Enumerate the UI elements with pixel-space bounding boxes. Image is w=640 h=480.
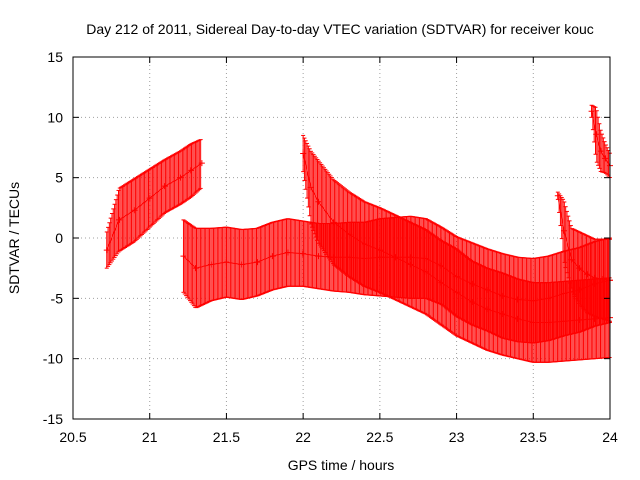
- data-point: [146, 195, 153, 202]
- y-tick-labels: -15 -10 -5 0 5 10 15: [43, 49, 63, 427]
- data-point: [407, 261, 414, 268]
- data-point: [499, 311, 506, 318]
- x-tick-label: 21.5: [213, 429, 240, 445]
- data-point: [593, 131, 600, 138]
- y-tick-label: 5: [55, 170, 63, 186]
- data-point: [468, 298, 475, 305]
- y-tick-label: -10: [43, 351, 63, 367]
- series-line: [106, 163, 201, 251]
- data-point: [576, 265, 583, 272]
- y-tick-label: 15: [47, 49, 63, 65]
- data-point: [560, 318, 567, 325]
- data-point: [198, 160, 205, 167]
- x-axis-label: GPS time / hours: [288, 457, 395, 473]
- data-point: [438, 279, 445, 286]
- data-point: [131, 207, 138, 214]
- data-point: [284, 249, 291, 256]
- series-satellite-arc-5: [588, 104, 613, 179]
- data-point: [422, 268, 429, 275]
- x-tick-label: 21: [142, 429, 158, 445]
- x-tick-label: 22: [295, 429, 311, 445]
- y-tick-label: -15: [43, 411, 63, 427]
- data-point: [177, 174, 184, 181]
- y-axis-label: SDTVAR / TECUs: [6, 182, 22, 294]
- data-point: [192, 265, 199, 272]
- data-point: [208, 261, 215, 268]
- data-point: [591, 274, 598, 281]
- data-point: [376, 247, 383, 254]
- data-point: [583, 271, 590, 278]
- data-point: [597, 148, 604, 155]
- data-point: [346, 231, 353, 238]
- y-tick-label: -5: [51, 290, 64, 306]
- data-point: [560, 227, 567, 234]
- x-tick-label: 20.5: [59, 429, 86, 445]
- data-point: [188, 167, 195, 174]
- data-point: [180, 253, 187, 260]
- data-point: [116, 216, 123, 223]
- data-point: [307, 184, 314, 191]
- data-point: [568, 256, 575, 263]
- data-point: [392, 254, 399, 261]
- tick-marks: [72, 56, 611, 420]
- data-point: [162, 183, 169, 190]
- series-satellite-arc-1: [103, 139, 205, 269]
- data-point: [545, 319, 552, 326]
- chart-title: Day 212 of 2011, Sidereal Day-to-day VTE…: [86, 21, 594, 37]
- data-point: [223, 259, 230, 266]
- x-tick-label: 24: [602, 429, 618, 445]
- data-point: [530, 319, 537, 326]
- data-point: [300, 250, 307, 257]
- data-point: [576, 317, 583, 324]
- data-point: [103, 247, 110, 254]
- data-point: [330, 219, 337, 226]
- data-point: [484, 306, 491, 313]
- y-tick-label: 0: [55, 230, 63, 246]
- data-point: [315, 198, 322, 205]
- x-tick-label: 23: [449, 429, 465, 445]
- data-point: [300, 150, 307, 157]
- data-point: [315, 253, 322, 260]
- x-tick-label: 23.5: [520, 429, 547, 445]
- data-point: [599, 276, 606, 283]
- data-point: [238, 261, 245, 268]
- data-point: [602, 155, 609, 162]
- data-point: [269, 253, 276, 260]
- x-tick-label: 22.5: [366, 429, 393, 445]
- y-tick-label: 10: [47, 109, 63, 125]
- data-point: [514, 315, 521, 322]
- data-point: [554, 192, 561, 199]
- x-tick-labels: 20.5 21 21.5 22 22.5 23 23.5 24: [59, 429, 618, 445]
- data-point: [361, 241, 368, 248]
- data-point: [588, 108, 595, 115]
- series-group: [103, 104, 613, 363]
- data-point: [254, 259, 261, 266]
- data-point: [453, 289, 460, 296]
